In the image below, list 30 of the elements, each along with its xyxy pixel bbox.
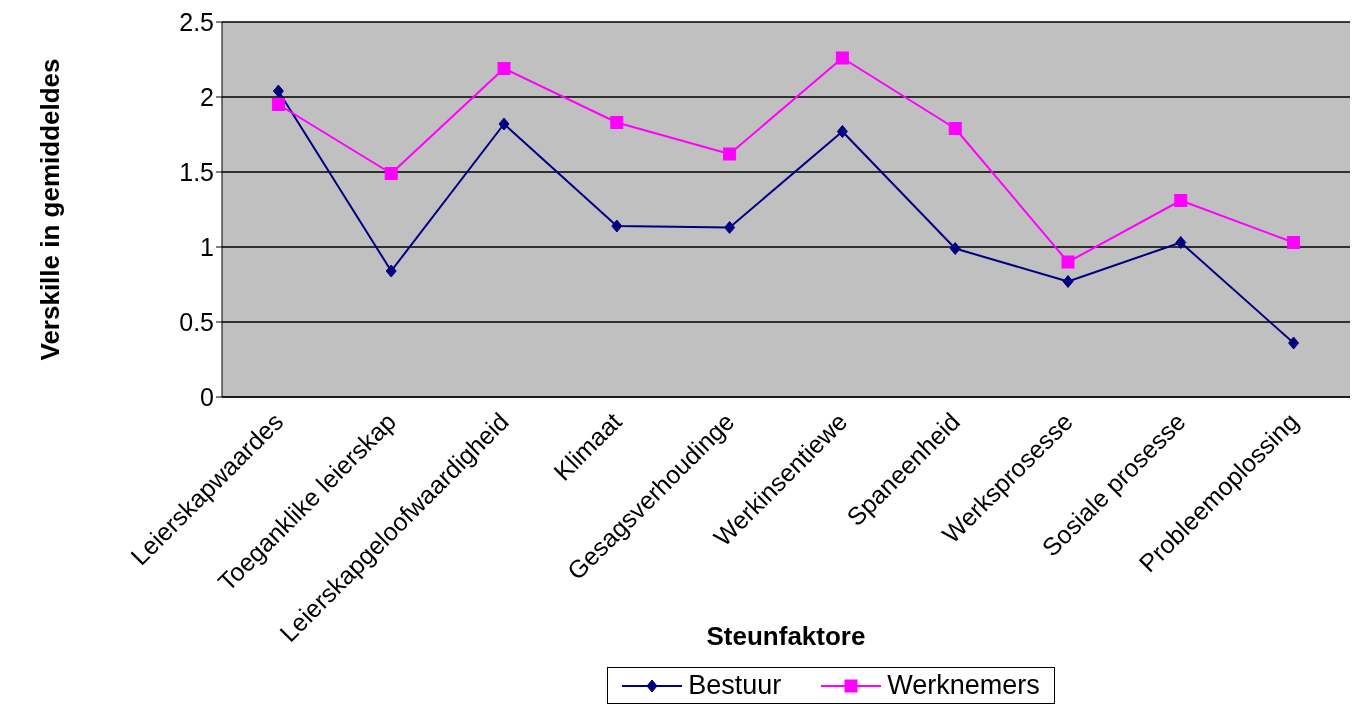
point xyxy=(498,117,510,131)
point xyxy=(385,264,397,278)
x-axis-title: Steunfaktore xyxy=(706,621,866,651)
point xyxy=(1288,336,1300,350)
point xyxy=(949,242,961,255)
point xyxy=(1175,236,1187,249)
legend-label: Werknemers xyxy=(887,670,1040,701)
point xyxy=(1174,194,1188,207)
point xyxy=(835,51,849,65)
y-tick-label: 0.5 xyxy=(179,307,214,336)
point xyxy=(497,62,511,75)
point xyxy=(1287,236,1301,249)
point xyxy=(610,116,624,129)
point xyxy=(1062,275,1074,288)
legend-label: Bestuur xyxy=(688,670,782,701)
point xyxy=(723,147,737,161)
point xyxy=(272,84,284,98)
point xyxy=(836,125,848,138)
y-tick-label: 2 xyxy=(200,82,214,111)
point xyxy=(384,167,398,180)
y-tick-label: 1.5 xyxy=(179,157,214,186)
y-tick-label: 2.5 xyxy=(179,7,214,36)
y-tick-label: 1 xyxy=(200,232,214,261)
point xyxy=(948,122,962,135)
y-tick-label: 0 xyxy=(200,382,214,411)
point xyxy=(611,219,623,233)
point xyxy=(724,221,736,234)
y-axis-title: Verskille in gemiddeldes xyxy=(35,58,66,361)
point xyxy=(271,98,285,111)
point xyxy=(1061,255,1075,269)
